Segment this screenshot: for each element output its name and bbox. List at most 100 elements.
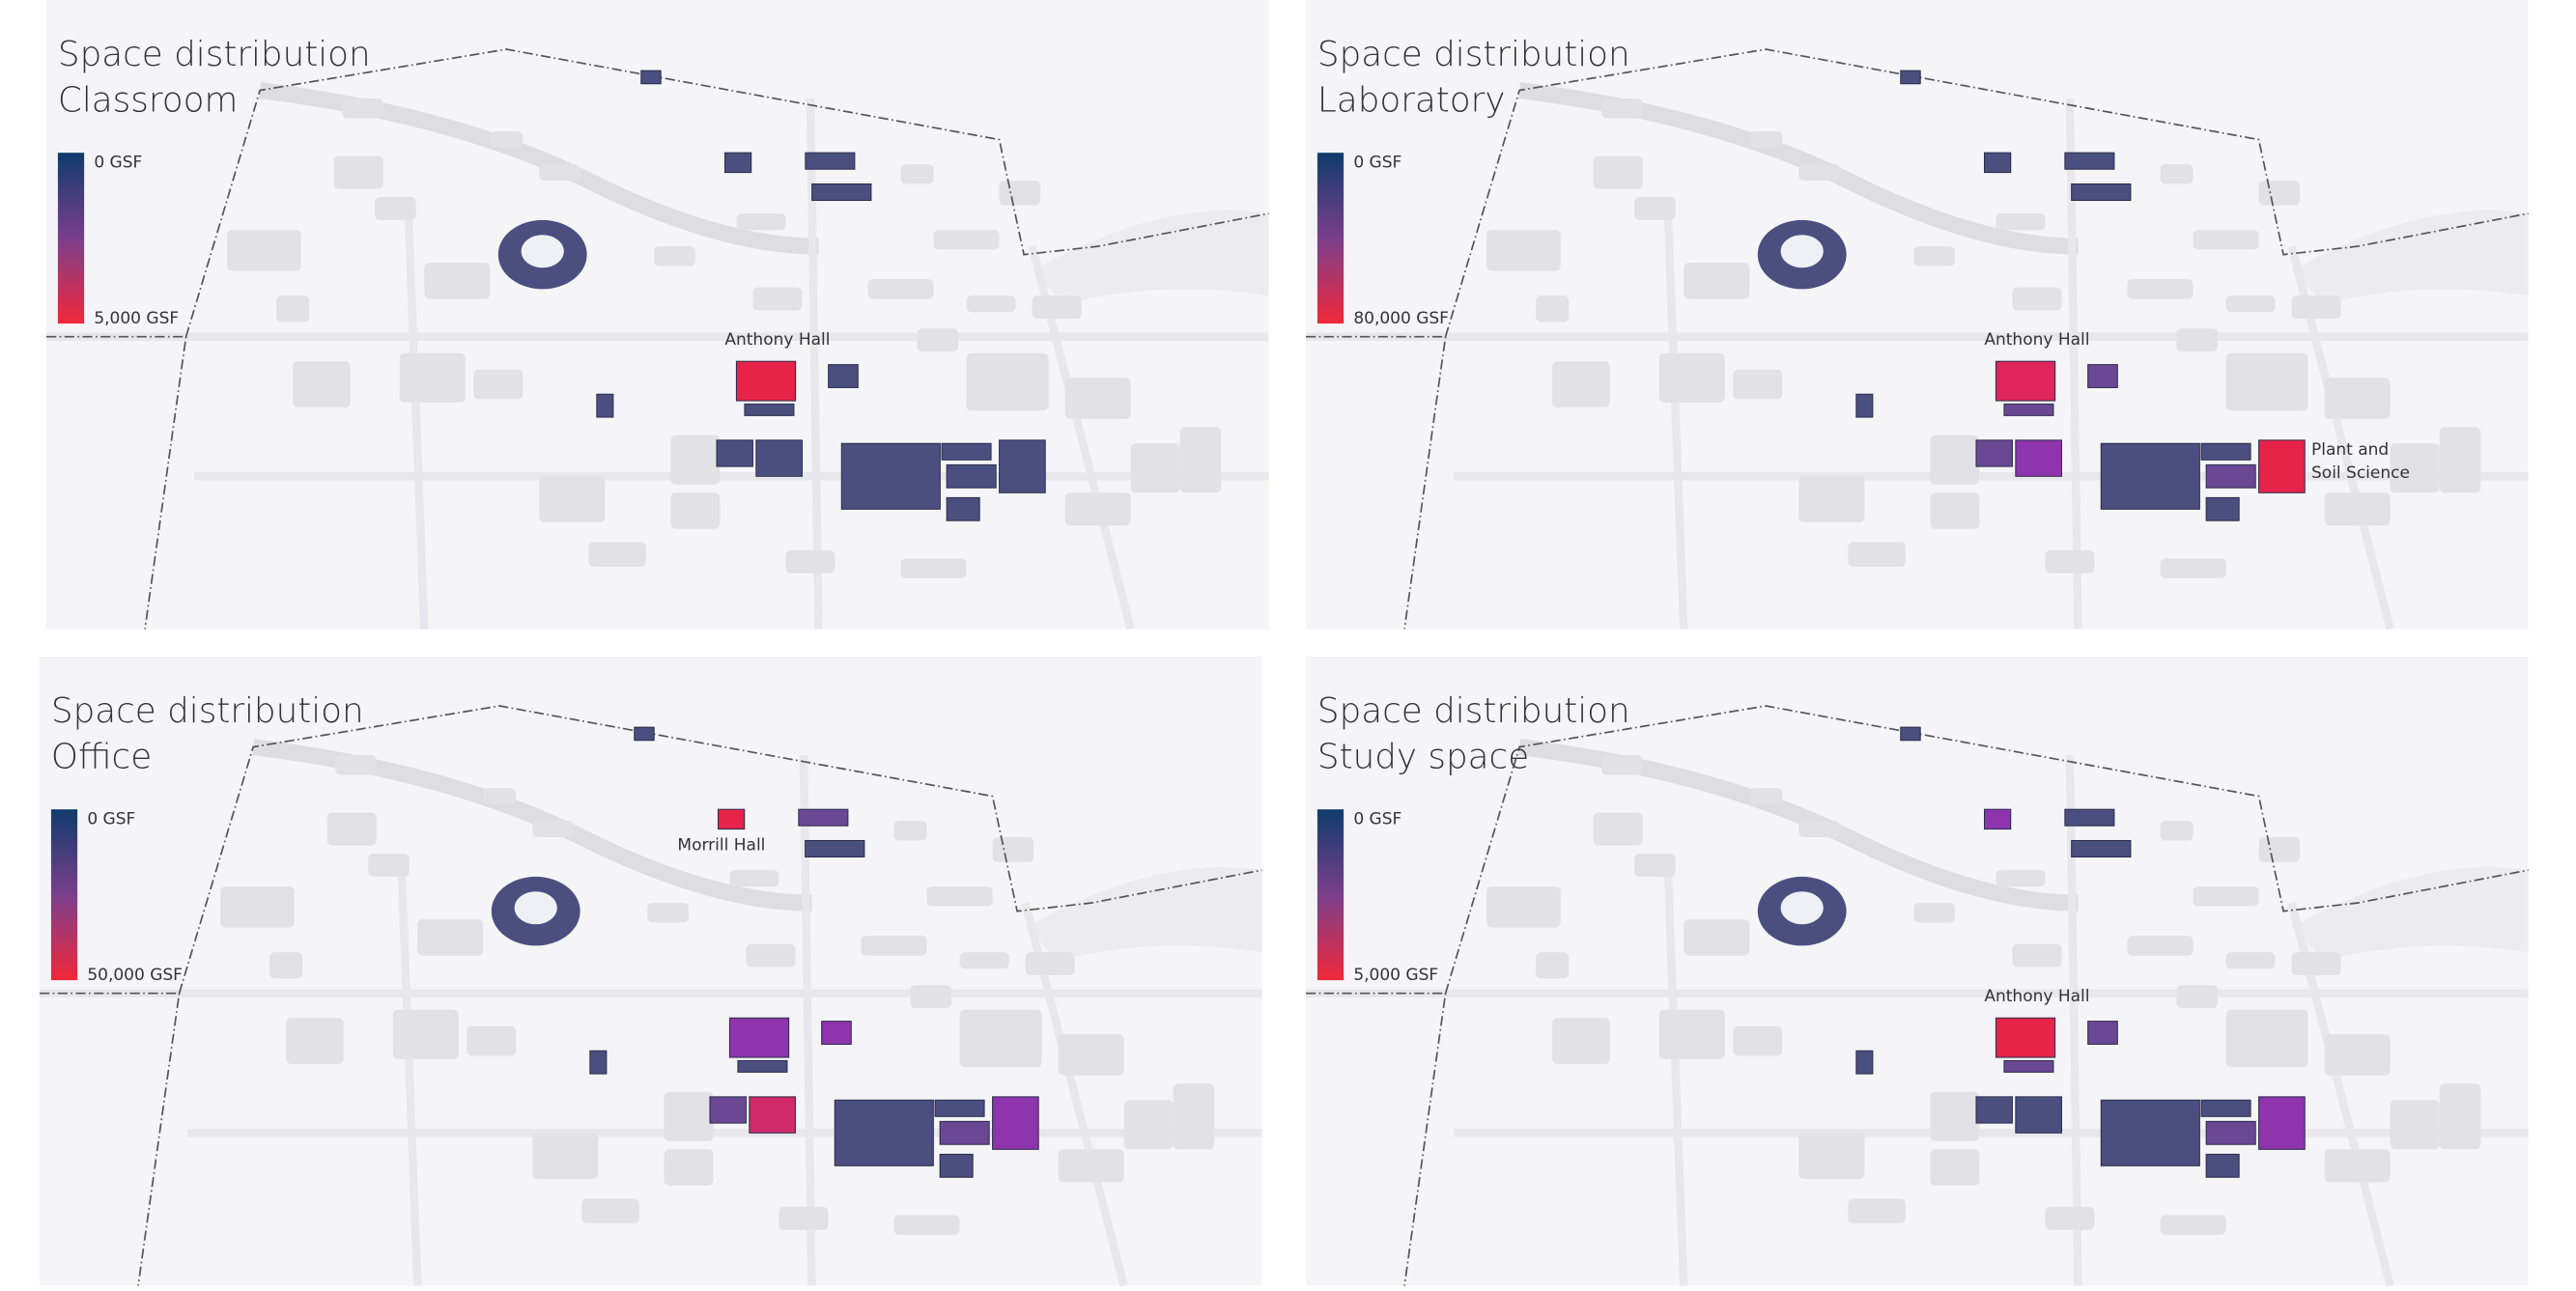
- building: [588, 542, 646, 567]
- building: [1733, 369, 1783, 400]
- highlighted-building: [2003, 403, 2054, 416]
- building: [966, 295, 1016, 313]
- building: [2225, 295, 2276, 313]
- building: [1593, 155, 1643, 189]
- building: [1025, 952, 1075, 975]
- highlighted-building: [2205, 1120, 2256, 1145]
- legend-gradient: [1316, 153, 1345, 324]
- building: [1058, 1034, 1124, 1076]
- highlighted-building: [589, 1050, 608, 1075]
- highlighted-building: [2205, 1153, 2240, 1178]
- building: [999, 181, 1041, 206]
- building: [473, 369, 524, 400]
- highlighted-building: [2100, 1099, 2200, 1166]
- building: [539, 164, 580, 182]
- highlighted-building: [840, 442, 941, 510]
- highlighted-building: [2015, 1096, 2062, 1134]
- building: [959, 952, 1009, 969]
- building: [2176, 328, 2219, 352]
- building: [1486, 886, 1561, 928]
- highlighted-building: [2100, 442, 2200, 510]
- building: [1130, 443, 1180, 493]
- building: [2324, 1149, 2391, 1183]
- building: [2258, 181, 2301, 206]
- legend-max-label: 50,000 GSF: [87, 966, 183, 985]
- highlighted-building: [805, 840, 865, 858]
- building: [392, 1009, 459, 1059]
- building: [1179, 427, 1222, 493]
- building: [1058, 1149, 1124, 1183]
- building: [326, 812, 377, 846]
- highlighted-building: [716, 439, 753, 467]
- building: [1848, 1198, 1906, 1223]
- building: [399, 352, 466, 403]
- building: [1749, 131, 1783, 149]
- building: [424, 263, 491, 299]
- map-background: [40, 657, 1262, 1286]
- building-label: Anthony Hall: [1984, 330, 2089, 350]
- legend-max-label: 5,000 GSF: [94, 309, 179, 328]
- building-label: Plant and: [2311, 440, 2389, 460]
- water: [2291, 867, 2529, 961]
- legend-min-label: 0 GSF: [94, 154, 142, 173]
- highlighted-building: [1975, 1096, 2013, 1124]
- highlighted-building: [2087, 1021, 2118, 1045]
- building: [2160, 558, 2226, 578]
- building: [490, 131, 524, 149]
- panel-title: Space distribution: [58, 35, 371, 74]
- campus-boundary: [46, 48, 1269, 630]
- building: [1173, 1083, 1215, 1150]
- building-label: Anthony Hall: [1984, 987, 2089, 1006]
- building: [2193, 886, 2259, 907]
- building: [729, 870, 779, 887]
- highlighted-building: [798, 808, 849, 827]
- building: [1798, 164, 1840, 182]
- building: [1593, 812, 1643, 846]
- building: [1996, 213, 2046, 231]
- highlighted-building: [828, 364, 859, 388]
- building: [1733, 1025, 1783, 1056]
- road: [403, 196, 429, 630]
- highlighted-building: [640, 70, 662, 85]
- building: [2176, 985, 2219, 1009]
- building: [417, 919, 484, 956]
- building: [2324, 1034, 2391, 1076]
- highlighted-building: [718, 808, 746, 830]
- building: [2439, 427, 2481, 493]
- highlighted-building: [2015, 439, 2062, 477]
- building: [900, 558, 967, 578]
- highlighted-building: [946, 463, 997, 489]
- building: [1930, 435, 1980, 485]
- building: [1930, 492, 1980, 529]
- building: [670, 492, 721, 529]
- building: [269, 952, 303, 979]
- building: [375, 197, 416, 220]
- highlighted-building: [2064, 808, 2115, 827]
- highlighted-building: [2071, 840, 2132, 858]
- legend-max-label: 5,000 GSF: [1353, 966, 1438, 985]
- building: [2291, 295, 2341, 319]
- water: [1025, 867, 1262, 961]
- highlighted-building: [728, 1017, 790, 1058]
- highlighted-building: [596, 393, 614, 418]
- highlighted-building: [2087, 364, 2118, 388]
- highlighted-building: [634, 726, 655, 742]
- building: [1749, 788, 1783, 805]
- building: [2225, 952, 2276, 969]
- building: [276, 295, 310, 323]
- building: [1798, 476, 1865, 522]
- building: [893, 821, 927, 841]
- panel-title: Space distribution: [1317, 691, 1630, 731]
- building: [333, 155, 383, 189]
- building: [2012, 943, 2062, 968]
- water: [1032, 210, 1269, 304]
- highlighted-building: [992, 1096, 1039, 1150]
- building: [286, 1018, 344, 1064]
- building: [926, 886, 993, 907]
- highlighted-building: [749, 1096, 796, 1134]
- highlighted-building: [939, 1120, 990, 1145]
- building: [1684, 263, 1750, 299]
- stadium-field: [514, 891, 557, 925]
- building: [1996, 870, 2046, 887]
